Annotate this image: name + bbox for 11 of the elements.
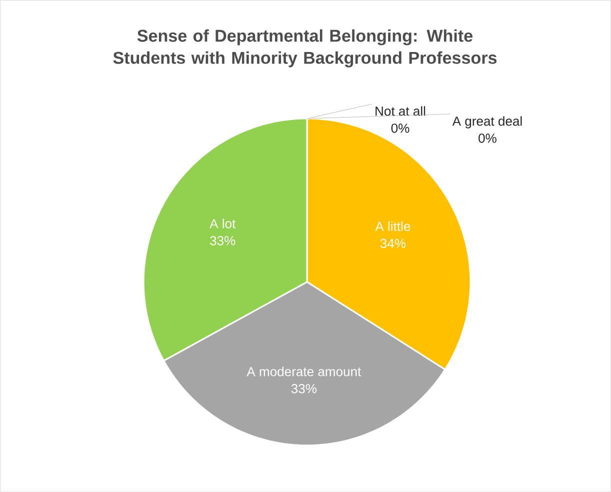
text: 0% (391, 124, 410, 133)
slice-label: A lot (210, 218, 236, 228)
slice-label: A moderate amount (246, 366, 362, 376)
slice-label: A little (375, 222, 410, 232)
data-label: 34% (380, 238, 406, 248)
data-label: 33% (291, 384, 316, 394)
data-label: 33% (210, 236, 236, 246)
chart-title: Sense of Departmental Belonging: White Students with Minority Background Professors (113, 29, 497, 68)
category-label: A great deal (452, 116, 522, 129)
category-label: Not at all (376, 106, 426, 116)
text: 0% (478, 134, 496, 143)
